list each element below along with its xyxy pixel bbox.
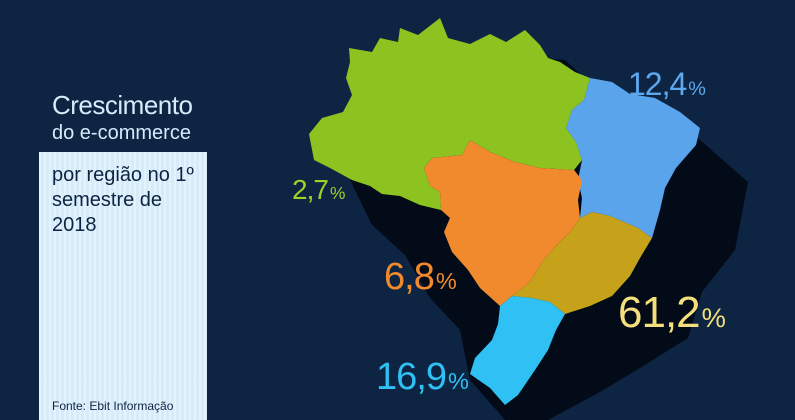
title: Crescimento [52,90,193,120]
subtitle-body: por região no 1º semestre de 2018 [52,164,194,236]
region-sul [470,296,565,405]
region-centro-oeste [424,140,582,306]
region-nordeste [566,78,700,238]
region-norte [309,18,590,210]
source-note: Fonte: Ebit Informação [52,399,174,413]
label-sudeste: 61,2% [618,288,726,337]
label-centro-oeste: 6,8% [384,256,457,298]
label-norte: 2,7% [292,174,345,205]
subtitle-line: do e-commerce [52,122,191,144]
label-sul: 16,9% [376,356,469,398]
region-sudeste [512,212,652,314]
text-panel [39,152,207,420]
label-nordeste: 12,4% [628,66,706,102]
